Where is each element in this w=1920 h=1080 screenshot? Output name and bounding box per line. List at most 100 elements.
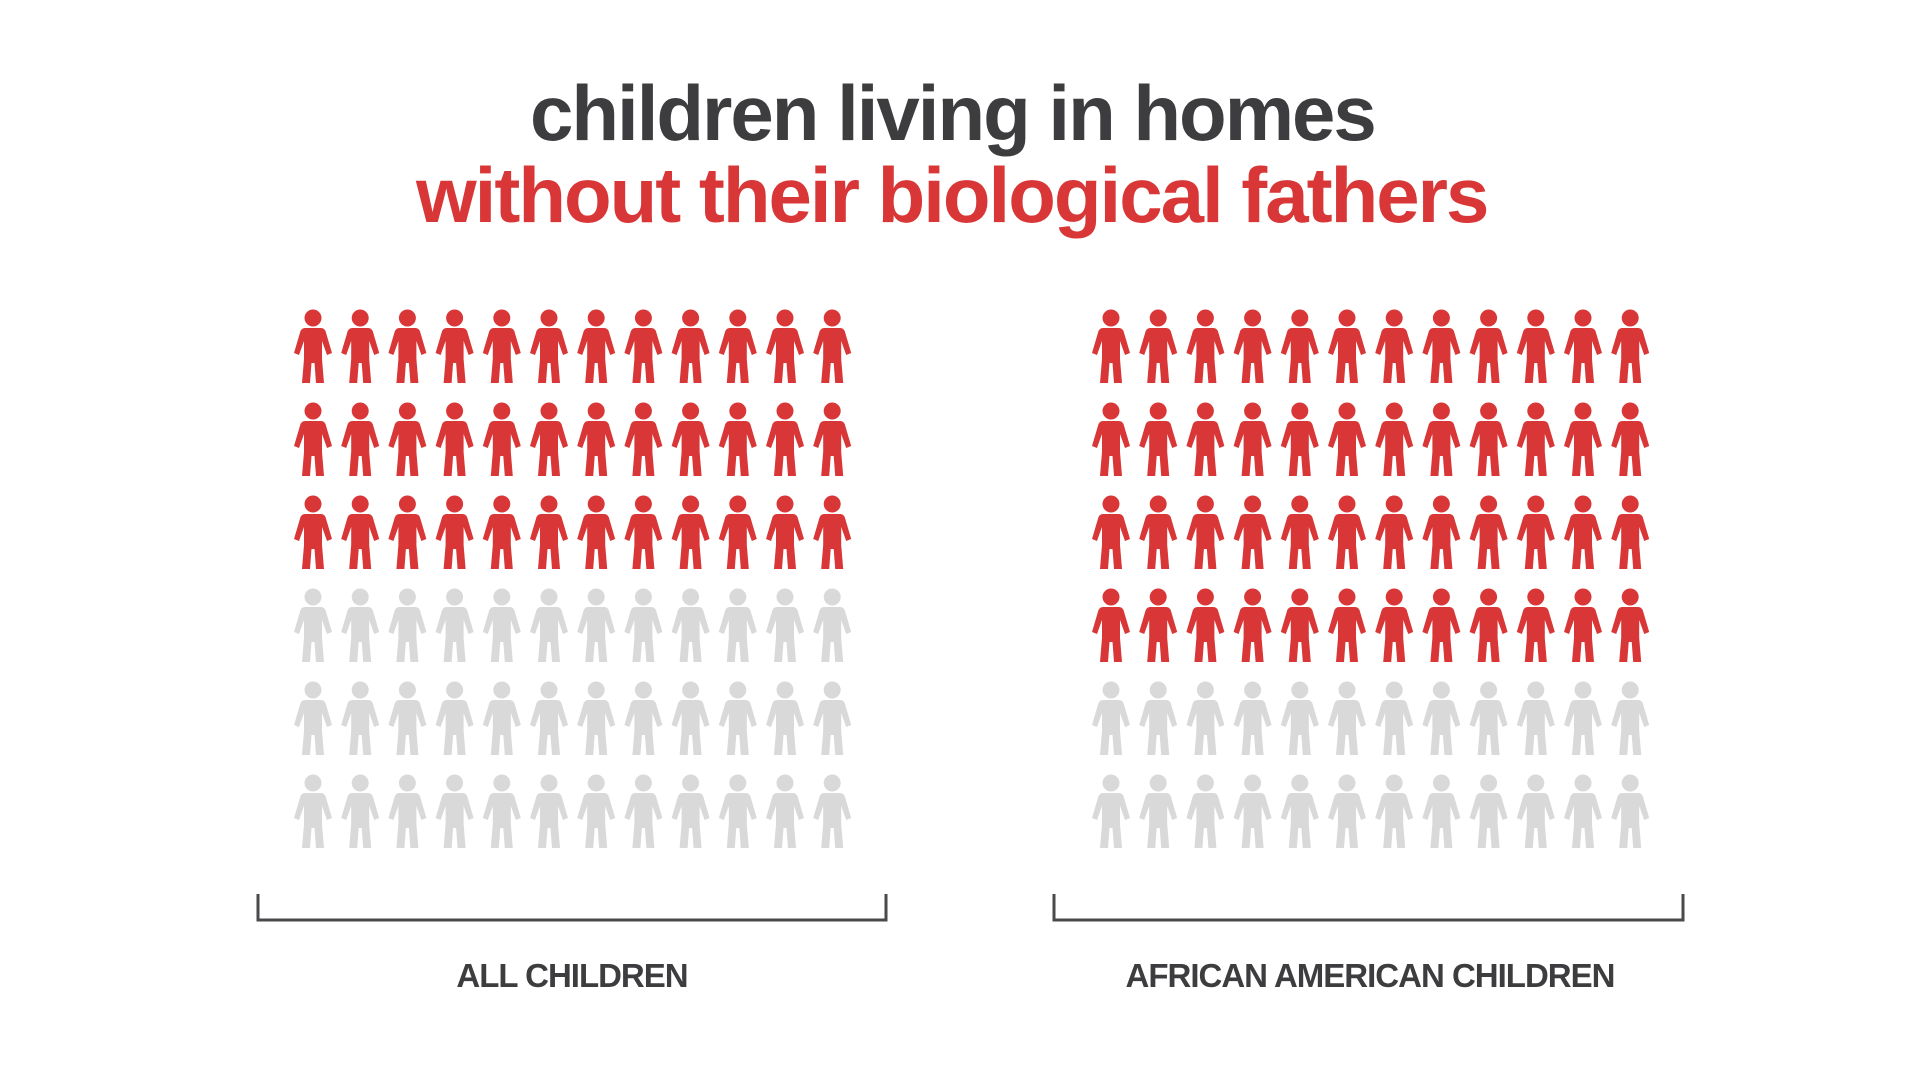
child-figure-icon (1375, 774, 1414, 848)
child-figure-icon (435, 681, 474, 755)
child-figure-icon (1469, 774, 1508, 848)
child-figure-icon-highlighted (813, 402, 852, 476)
child-figure-icon (813, 681, 852, 755)
child-figure-icon-highlighted (577, 402, 616, 476)
child-figure-icon (1139, 681, 1178, 755)
child-figure-icon-highlighted (1469, 588, 1508, 662)
child-figure-icon (1375, 681, 1414, 755)
child-figure-icon-highlighted (530, 402, 568, 476)
child-figure-icon (482, 774, 521, 848)
child-figure-icon (482, 588, 521, 662)
child-figure-icon-highlighted (1233, 588, 1272, 662)
group-african-american-children: AFRICAN AMERICAN CHILDREN (1052, 309, 1685, 994)
child-figure-icon (435, 774, 474, 848)
group-bracket (1052, 894, 1685, 922)
child-figure-icon-highlighted (1564, 495, 1602, 569)
child-figure-icon-highlighted (1092, 402, 1130, 476)
child-figure-icon (1280, 681, 1319, 755)
child-figure-icon-highlighted (766, 402, 804, 476)
child-figure-icon (1186, 774, 1225, 848)
child-figure-icon-highlighted (530, 495, 568, 569)
child-figure-icon-highlighted (1422, 588, 1461, 662)
child-figure-icon (294, 681, 332, 755)
child-figure-icon (1233, 774, 1272, 848)
child-figure-icon-highlighted (1328, 495, 1366, 569)
child-figure-icon (1469, 681, 1508, 755)
title-line-2: without their biological fathers (416, 151, 1489, 239)
child-figure-icon-highlighted (671, 402, 710, 476)
child-figure-icon-highlighted (435, 495, 474, 569)
child-figure-icon-highlighted (624, 495, 663, 569)
child-figure-icon (577, 588, 616, 662)
child-figure-icon-highlighted (341, 309, 380, 383)
child-figure-icon-highlighted (388, 309, 427, 383)
child-figure-icon (294, 774, 332, 848)
child-figure-icon-highlighted (1092, 588, 1130, 662)
child-figure-icon-highlighted (1233, 309, 1272, 383)
child-figure-icon (1422, 681, 1461, 755)
child-figure-icon-highlighted (294, 402, 332, 476)
child-figure-icon (435, 588, 474, 662)
child-figure-icon (482, 681, 521, 755)
child-figure-icon (577, 681, 616, 755)
child-figure-icon (341, 681, 380, 755)
child-figure-icon (1139, 774, 1178, 848)
child-figure-icon (1092, 681, 1130, 755)
child-figure-icon (1516, 681, 1555, 755)
child-figure-icon (1092, 774, 1130, 848)
child-figure-icon-highlighted (341, 402, 380, 476)
child-figure-icon-highlighted (1564, 402, 1602, 476)
child-figure-icon (1611, 774, 1650, 848)
child-figure-icon (718, 681, 757, 755)
child-figure-icon (341, 588, 380, 662)
child-figure-icon-highlighted (1422, 402, 1461, 476)
child-figure-icon-highlighted (1186, 495, 1225, 569)
child-figure-icon (1280, 774, 1319, 848)
child-figure-icon-highlighted (482, 309, 521, 383)
child-figure-icon (1611, 681, 1650, 755)
child-figure-icon-highlighted (1280, 495, 1319, 569)
child-figure-icon-highlighted (1375, 309, 1414, 383)
child-figure-icon-highlighted (1611, 588, 1650, 662)
child-figure-icon-highlighted (1186, 402, 1225, 476)
child-figure-icon-highlighted (718, 495, 757, 569)
child-figure-icon-highlighted (294, 309, 332, 383)
child-figure-icon (341, 774, 380, 848)
child-figure-icon-highlighted (530, 309, 568, 383)
child-figure-icon-highlighted (1280, 309, 1319, 383)
child-figure-icon-highlighted (1186, 588, 1225, 662)
child-figure-icon-highlighted (1233, 402, 1272, 476)
child-figure-icon-highlighted (435, 309, 474, 383)
child-figure-icon-highlighted (1139, 495, 1178, 569)
child-figure-icon (1233, 681, 1272, 755)
child-figure-icon (530, 681, 568, 755)
child-figure-icon-highlighted (1611, 402, 1650, 476)
child-figure-icon-highlighted (1469, 402, 1508, 476)
group-all-children: ALL CHILDREN (256, 309, 888, 994)
child-figure-icon-highlighted (1328, 402, 1366, 476)
child-figure-icon-highlighted (1328, 309, 1366, 383)
child-figure-icon-highlighted (1611, 495, 1650, 569)
child-figure-icon-highlighted (1139, 402, 1178, 476)
child-figure-icon (388, 774, 427, 848)
child-figure-icon (671, 588, 710, 662)
child-figure-icon-highlighted (813, 495, 852, 569)
child-figure-icon-highlighted (435, 402, 474, 476)
child-figure-icon-highlighted (577, 495, 616, 569)
group-label: ALL CHILDREN (456, 957, 687, 994)
child-figure-icon-highlighted (1092, 495, 1130, 569)
child-figure-icon (1328, 681, 1366, 755)
child-figure-icon (1422, 774, 1461, 848)
child-figure-icon (813, 588, 852, 662)
child-figure-icon-highlighted (1564, 309, 1602, 383)
group-label: AFRICAN AMERICAN CHILDREN (1126, 957, 1615, 994)
child-figure-icon-highlighted (1139, 309, 1178, 383)
child-figure-icon-highlighted (1375, 495, 1414, 569)
child-figure-icon-highlighted (624, 309, 663, 383)
child-figure-icon-highlighted (1422, 309, 1461, 383)
child-figure-icon-highlighted (1375, 402, 1414, 476)
child-figure-icon (671, 774, 710, 848)
child-figure-icon (530, 774, 568, 848)
child-figure-icon-highlighted (1516, 495, 1555, 569)
